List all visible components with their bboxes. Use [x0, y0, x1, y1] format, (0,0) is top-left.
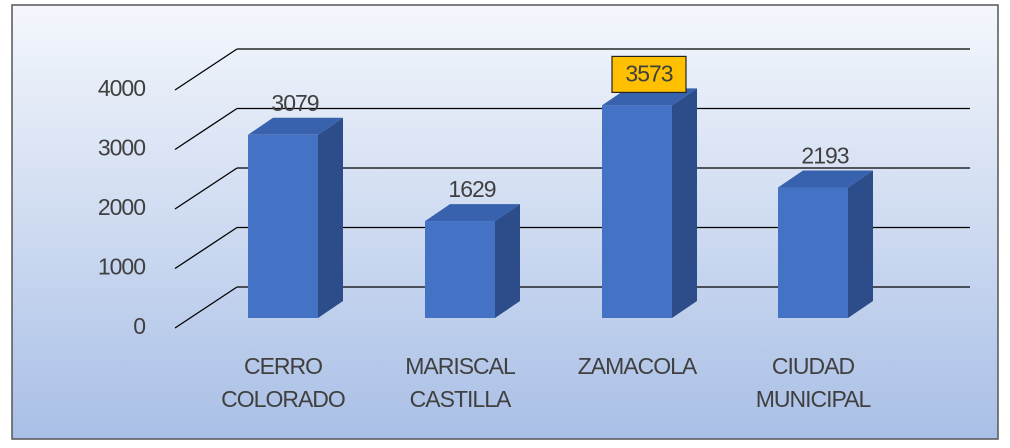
bar-top	[425, 204, 520, 222]
bar	[248, 117, 343, 318]
grid-line	[174, 167, 238, 210]
bar	[602, 88, 697, 319]
x-tick-label: MARISCAL CASTILLA	[405, 353, 516, 412]
bar-front	[425, 221, 495, 318]
bar	[425, 204, 520, 318]
value-label: 1629	[448, 176, 495, 202]
bar-top	[248, 117, 343, 135]
grid-line	[174, 226, 238, 270]
x-tick-label: CIUDAD MUNICIPAL	[756, 353, 872, 412]
grid-line	[174, 48, 238, 91]
value-label: 3573	[625, 60, 672, 86]
x-tick-label: CERRO COLORADO	[221, 353, 345, 412]
bar	[778, 170, 873, 318]
y-tick-label: 3000	[98, 135, 145, 161]
x-tick-label: ZAMACOLA	[578, 353, 698, 379]
y-tick-label: 4000	[98, 75, 145, 101]
value-label: 3079	[271, 90, 318, 116]
value-label-box	[611, 55, 687, 94]
bar-side	[318, 117, 343, 318]
y-tick-label: 0	[133, 313, 145, 339]
bar-side	[848, 170, 873, 318]
bar-side	[495, 204, 520, 318]
bar-front	[602, 105, 672, 319]
bar-side	[672, 88, 697, 319]
grid-line	[174, 286, 238, 329]
bar-top	[778, 170, 873, 188]
y-tick-label: 2000	[98, 194, 145, 220]
bar-front	[248, 134, 318, 318]
grid-line	[174, 107, 238, 151]
bar-front	[778, 187, 848, 318]
y-tick-label: 1000	[98, 254, 145, 280]
value-label: 2193	[801, 143, 848, 169]
